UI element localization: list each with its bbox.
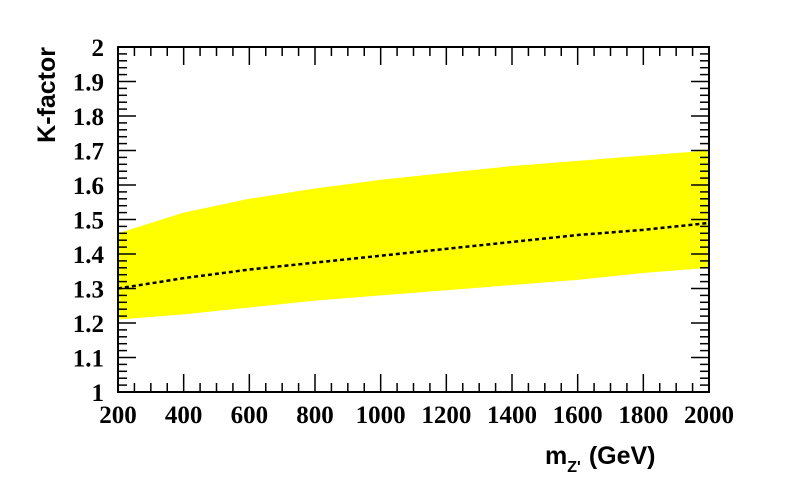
y-tick-label: 1.2: [73, 311, 104, 338]
y-tick-label: 1.5: [73, 208, 104, 235]
uncertainty-band: [118, 150, 709, 320]
x-tick-labels: 200 400 600 800 1000 1200 1400 1600 1800 2000: [99, 402, 734, 429]
x-tick-label: 1200: [421, 402, 471, 429]
y-tick-label: 1: [92, 380, 105, 407]
y-tick-label: 2: [92, 35, 105, 62]
y-tick-label: 1.3: [73, 277, 104, 304]
x-tick-label: 1400: [487, 402, 537, 429]
tick-marks: [117, 46, 710, 393]
x-tick-label: 2000: [684, 402, 734, 429]
x-axis-title-sub: Z': [567, 459, 581, 476]
x-axis-title-main: m: [545, 442, 567, 470]
x-axis-title-unit: (GeV): [589, 442, 656, 470]
y-tick-label: 1.7: [73, 139, 104, 166]
y-tick-labels: 1 1.1 1.2 1.3 1.4 1.5 1.6 1.7 1.8 1.9 2: [73, 35, 105, 407]
x-tick-label: 1000: [356, 402, 406, 429]
uncertainty-band-layer: [118, 150, 709, 320]
x-tick-label: 1800: [618, 402, 668, 429]
x-tick-label: 1600: [553, 402, 603, 429]
x-axis-title: mZ' (GeV): [545, 442, 656, 476]
central-k-factor-line: [117, 221, 710, 290]
x-tick-label: 200: [99, 402, 137, 429]
y-tick-label: 1.8: [73, 104, 104, 131]
y-tick-label: 1.6: [73, 173, 104, 200]
y-tick-label: 1.4: [73, 242, 105, 269]
x-tick-label: 800: [296, 402, 334, 429]
central-line-layer: [117, 221, 710, 290]
y-tick-label: 1.9: [73, 70, 104, 97]
x-tick-label: 400: [165, 402, 203, 429]
x-tick-label: 600: [231, 402, 269, 429]
y-tick-label: 1.1: [73, 346, 104, 373]
y-axis-title: K-factor: [33, 47, 61, 143]
